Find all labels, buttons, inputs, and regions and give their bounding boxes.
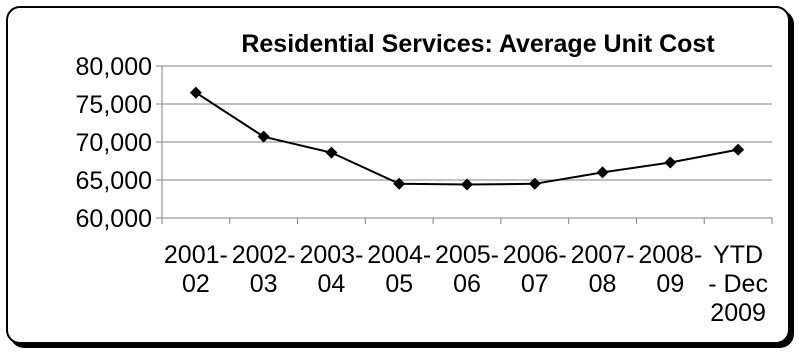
x-tick-label-line: 08 <box>589 270 617 298</box>
x-tick-label: YTD - Dec 2009 <box>708 241 768 327</box>
y-tick-label: 80,000 <box>76 53 152 81</box>
x-tick-label: 2004-05 <box>367 241 431 298</box>
data-point-marker <box>664 156 677 169</box>
data-point-marker <box>325 146 338 159</box>
data-point-marker <box>732 143 745 156</box>
series-line <box>195 91 739 186</box>
x-tick-label: 2008-09 <box>638 241 702 298</box>
x-tick-label-line: 2009 <box>710 299 766 327</box>
data-point-marker <box>596 166 609 179</box>
x-tick-label: 2007-08 <box>571 241 635 298</box>
x-tick-label-line: 05 <box>385 270 413 298</box>
x-tick-label-line: 06 <box>453 270 481 298</box>
chart-title: Residential Services: Average Unit Cost <box>241 30 715 58</box>
x-tick-labels: 2001-022002-032003-042004-052005-062006-… <box>164 241 768 327</box>
data-point-marker <box>257 130 270 143</box>
x-tick-label-line: 02 <box>182 270 210 298</box>
x-tick-label-line: 2002- <box>232 241 296 269</box>
x-tick-label-line: 2007- <box>571 241 635 269</box>
x-tick-label-line: 2004- <box>367 241 431 269</box>
y-tick-label: 75,000 <box>76 91 152 119</box>
x-tick-label-line: 2008- <box>638 241 702 269</box>
x-tick-label-line: - Dec <box>708 270 768 298</box>
x-tick-label-line: 2005- <box>435 241 499 269</box>
y-tick-labels: 60,000 65,000 70,000 75,000 80,000 <box>76 53 152 233</box>
x-tick-label-line: 2001- <box>164 241 228 269</box>
x-tick-label-line: 03 <box>250 270 278 298</box>
y-tick-label: 60,000 <box>76 205 152 233</box>
x-tick-label: 2001-02 <box>164 241 228 298</box>
x-tick-label-line: 2006- <box>503 241 567 269</box>
x-tick-label-line: 2003- <box>299 241 363 269</box>
chart-frame <box>6 6 790 344</box>
data-point-marker <box>528 177 541 190</box>
axes <box>156 65 773 224</box>
x-tick-label: 2006-07 <box>503 241 567 298</box>
x-tick-label-line: 04 <box>318 270 346 298</box>
x-tick-label: 2005-06 <box>435 241 499 298</box>
x-tick-label-line: 07 <box>521 270 549 298</box>
x-tick-label-line: YTD <box>713 241 763 269</box>
gridlines <box>162 65 772 219</box>
data-point-marker <box>461 178 473 191</box>
x-tick-label: 2002-03 <box>232 241 296 298</box>
data-point-marker <box>189 86 202 99</box>
y-tick-label: 65,000 <box>76 167 152 195</box>
data-point-marker <box>393 177 406 190</box>
y-tick-label: 70,000 <box>76 129 152 157</box>
x-tick-label-line: 09 <box>656 270 684 298</box>
series-layer <box>189 86 745 191</box>
x-tick-label: 2003-04 <box>299 241 363 298</box>
